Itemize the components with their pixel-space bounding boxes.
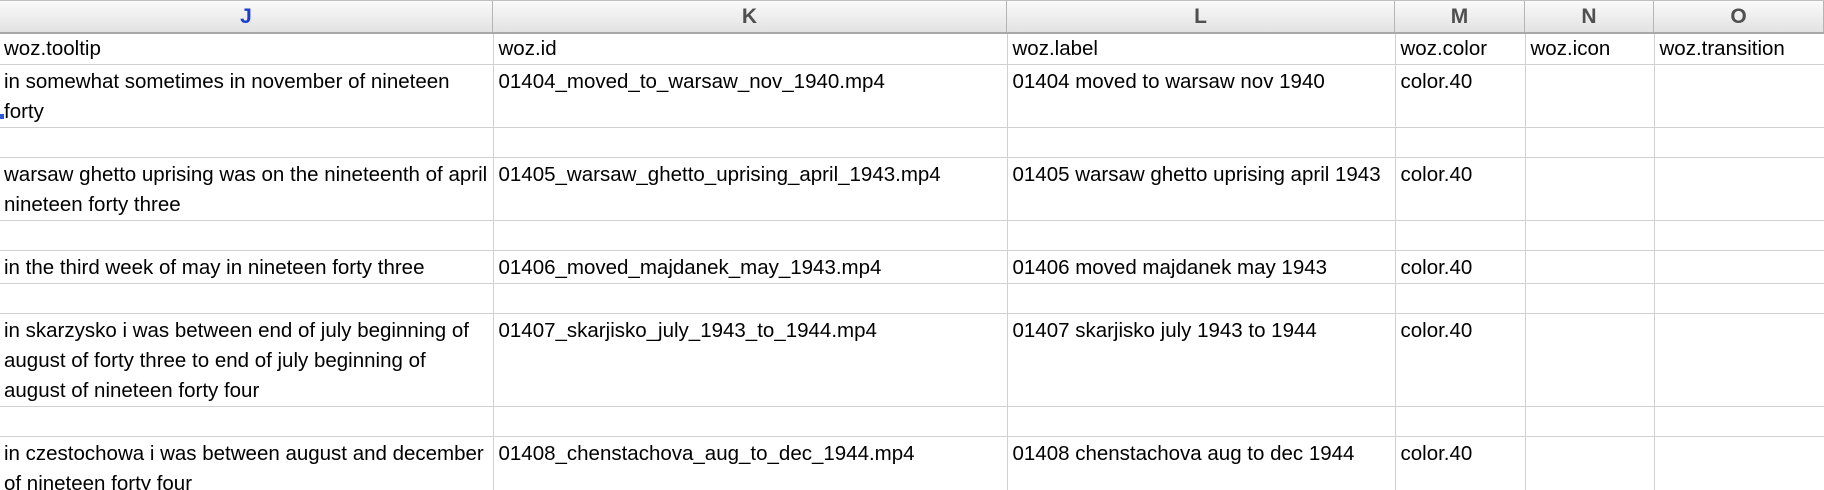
- cell-color[interactable]: color.40: [1395, 157, 1526, 221]
- empty-cell[interactable]: [1525, 406, 1655, 437]
- empty-cell[interactable]: [493, 127, 1008, 158]
- empty-cell[interactable]: [1395, 127, 1526, 158]
- cell-label[interactable]: 01408 chenstachova aug to dec 1944: [1007, 436, 1396, 490]
- cell-tooltip[interactable]: in the third week of may in nineteen for…: [0, 250, 494, 284]
- table-row: in skarzysko i was between end of july b…: [0, 313, 1824, 407]
- empty-cell[interactable]: [0, 406, 494, 437]
- cell-tooltip[interactable]: in somewhat sometimes in november of nin…: [0, 64, 494, 128]
- cell-icon[interactable]: [1525, 64, 1655, 128]
- empty-cell[interactable]: [1395, 220, 1526, 251]
- column-header-j[interactable]: J: [0, 1, 493, 32]
- empty-cell[interactable]: [1007, 406, 1396, 437]
- empty-cell[interactable]: [0, 283, 494, 314]
- cell-color[interactable]: color.40: [1395, 436, 1526, 490]
- empty-cell[interactable]: [1007, 283, 1396, 314]
- empty-cell[interactable]: [1654, 220, 1824, 251]
- cell-tooltip[interactable]: warsaw ghetto uprising was on the ninete…: [0, 157, 494, 221]
- cell-transition[interactable]: [1654, 64, 1824, 128]
- cell-field-icon[interactable]: woz.icon: [1525, 34, 1655, 65]
- cell-field-tooltip[interactable]: woz.tooltip: [0, 34, 494, 65]
- empty-cell[interactable]: [1525, 220, 1655, 251]
- empty-cell[interactable]: [0, 220, 494, 251]
- empty-cell[interactable]: [493, 406, 1008, 437]
- cell-field-id[interactable]: woz.id: [493, 34, 1008, 65]
- cell-id[interactable]: 01408_chenstachova_aug_to_dec_1944.mp4: [493, 436, 1008, 490]
- empty-cell[interactable]: [1525, 283, 1655, 314]
- table-row: in czestochowa i was between august and …: [0, 436, 1824, 490]
- cell-color[interactable]: color.40: [1395, 250, 1526, 284]
- cell-color[interactable]: color.40: [1395, 64, 1526, 128]
- empty-cell[interactable]: [493, 283, 1008, 314]
- cell-label[interactable]: 01404 moved to warsaw nov 1940: [1007, 64, 1396, 128]
- cell-transition[interactable]: [1654, 157, 1824, 221]
- cell-label[interactable]: 01406 moved majdanek may 1943: [1007, 250, 1396, 284]
- cell-icon[interactable]: [1525, 157, 1655, 221]
- empty-cell[interactable]: [1007, 220, 1396, 251]
- cell-id[interactable]: 01407_skarjisko_july_1943_to_1944.mp4: [493, 313, 1008, 407]
- empty-row: [0, 283, 1824, 314]
- cell-icon[interactable]: [1525, 313, 1655, 407]
- cell-label[interactable]: 01405 warsaw ghetto uprising april 1943: [1007, 157, 1396, 221]
- cell-color[interactable]: color.40: [1395, 313, 1526, 407]
- cell-field-color[interactable]: woz.color: [1395, 34, 1526, 65]
- column-header-k[interactable]: K: [493, 1, 1007, 32]
- cell-icon[interactable]: [1525, 250, 1655, 284]
- empty-cell[interactable]: [1654, 127, 1824, 158]
- column-header-bar: J K L M N O: [0, 0, 1824, 34]
- cell-tooltip[interactable]: in czestochowa i was between august and …: [0, 436, 494, 490]
- empty-row: [0, 220, 1824, 251]
- cell-id[interactable]: 01404_moved_to_warsaw_nov_1940.mp4: [493, 64, 1008, 128]
- column-header-m[interactable]: M: [1395, 1, 1525, 32]
- table-row: warsaw ghetto uprising was on the ninete…: [0, 157, 1824, 221]
- cell-grid: woz.tooltip woz.id woz.label woz.color w…: [0, 34, 1824, 490]
- table-row: in the third week of may in nineteen for…: [0, 250, 1824, 284]
- column-header-o[interactable]: O: [1654, 1, 1824, 32]
- cell-icon[interactable]: [1525, 436, 1655, 490]
- empty-row: [0, 127, 1824, 158]
- empty-cell[interactable]: [1007, 127, 1396, 158]
- cell-transition[interactable]: [1654, 313, 1824, 407]
- empty-cell[interactable]: [0, 127, 494, 158]
- cell-label[interactable]: 01407 skarjisko july 1943 to 1944: [1007, 313, 1396, 407]
- empty-cell[interactable]: [1395, 283, 1526, 314]
- empty-cell[interactable]: [493, 220, 1008, 251]
- cell-field-transition[interactable]: woz.transition: [1654, 34, 1824, 65]
- cell-id[interactable]: 01405_warsaw_ghetto_uprising_april_1943.…: [493, 157, 1008, 221]
- empty-cell[interactable]: [1525, 127, 1655, 158]
- empty-cell[interactable]: [1654, 406, 1824, 437]
- empty-row: [0, 406, 1824, 437]
- column-header-l[interactable]: L: [1007, 1, 1395, 32]
- cell-tooltip[interactable]: in skarzysko i was between end of july b…: [0, 313, 494, 407]
- cell-transition[interactable]: [1654, 436, 1824, 490]
- selection-indicator: [0, 114, 4, 119]
- cell-transition[interactable]: [1654, 250, 1824, 284]
- cell-id[interactable]: 01406_moved_majdanek_may_1943.mp4: [493, 250, 1008, 284]
- table-row: in somewhat sometimes in november of nin…: [0, 64, 1824, 128]
- empty-cell[interactable]: [1654, 283, 1824, 314]
- field-header-row: woz.tooltip woz.id woz.label woz.color w…: [0, 34, 1824, 65]
- empty-cell[interactable]: [1395, 406, 1526, 437]
- column-header-n[interactable]: N: [1525, 1, 1654, 32]
- cell-field-label[interactable]: woz.label: [1007, 34, 1396, 65]
